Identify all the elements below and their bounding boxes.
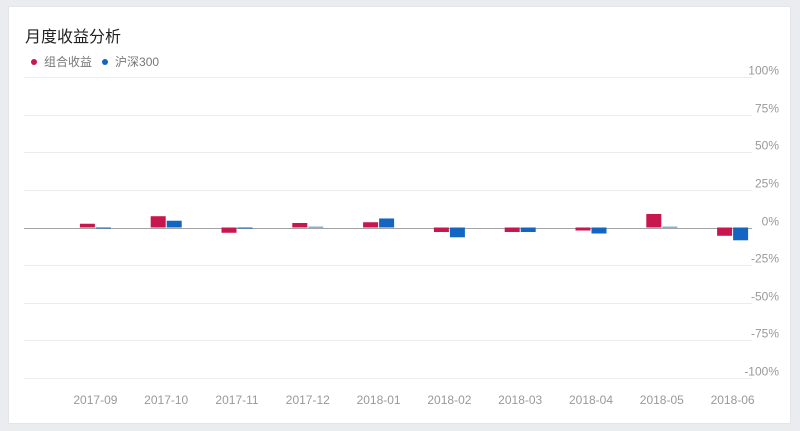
y-tick-label: -50% <box>751 290 779 304</box>
y-tick-label: -100% <box>744 365 779 379</box>
x-tick-label: 2017-10 <box>144 393 188 407</box>
legend-dot-portfolio <box>31 58 37 65</box>
x-tick-label: 2017-11 <box>215 393 258 407</box>
x-tick-label: 2017-09 <box>73 393 117 407</box>
x-tick-label: 2018-05 <box>640 393 684 407</box>
bar-hs300 <box>95 227 111 229</box>
bar-hs300 <box>591 227 607 234</box>
y-tick-label: 75% <box>755 102 779 116</box>
bar-portfolio <box>221 227 237 233</box>
bar-hs300 <box>449 227 465 238</box>
y-tick-label: -25% <box>751 252 779 266</box>
bar-portfolio <box>575 227 591 231</box>
bar-portfolio <box>504 227 520 233</box>
bar-hs300 <box>237 227 253 229</box>
bar-hs300 <box>733 227 749 241</box>
x-tick-label: 2018-01 <box>357 393 401 407</box>
bar-portfolio <box>433 227 449 233</box>
chart-title: 月度收益分析 <box>25 29 122 46</box>
y-tick-label: 100% <box>748 64 779 78</box>
x-tick-label: 2018-02 <box>427 393 471 407</box>
chart-legend: 组合收益 沪深300 <box>31 53 169 70</box>
x-tick-label: 2018-04 <box>569 393 613 407</box>
y-tick-label: -75% <box>751 327 779 341</box>
y-tick-label: 0% <box>762 215 780 229</box>
bar-hs300 <box>520 227 536 233</box>
bar-portfolio <box>646 213 662 228</box>
legend-dot-hs300 <box>102 58 109 65</box>
legend-item-hs300[interactable]: 沪深300 <box>102 53 159 70</box>
legend-item-portfolio[interactable]: 组合收益 <box>31 53 92 70</box>
y-tick-label: 25% <box>755 177 779 191</box>
x-tick-label: 2018-06 <box>711 393 755 407</box>
bar-portfolio <box>79 223 95 228</box>
legend-label-hs300: 沪深300 <box>115 55 160 69</box>
bar-portfolio <box>292 222 308 228</box>
bar-portfolio <box>717 227 733 236</box>
x-tick-label: 2018-03 <box>498 393 542 407</box>
bar-hs300 <box>308 226 324 228</box>
bar-portfolio <box>363 222 379 228</box>
bar-hs300 <box>662 226 678 228</box>
legend-label-portfolio: 组合收益 <box>44 55 93 69</box>
x-tick-label: 2017-12 <box>286 393 330 407</box>
bar-portfolio <box>150 216 166 228</box>
y-tick-label: 50% <box>755 139 779 153</box>
bar-hs300 <box>166 220 182 228</box>
bar-hs300 <box>379 218 395 228</box>
